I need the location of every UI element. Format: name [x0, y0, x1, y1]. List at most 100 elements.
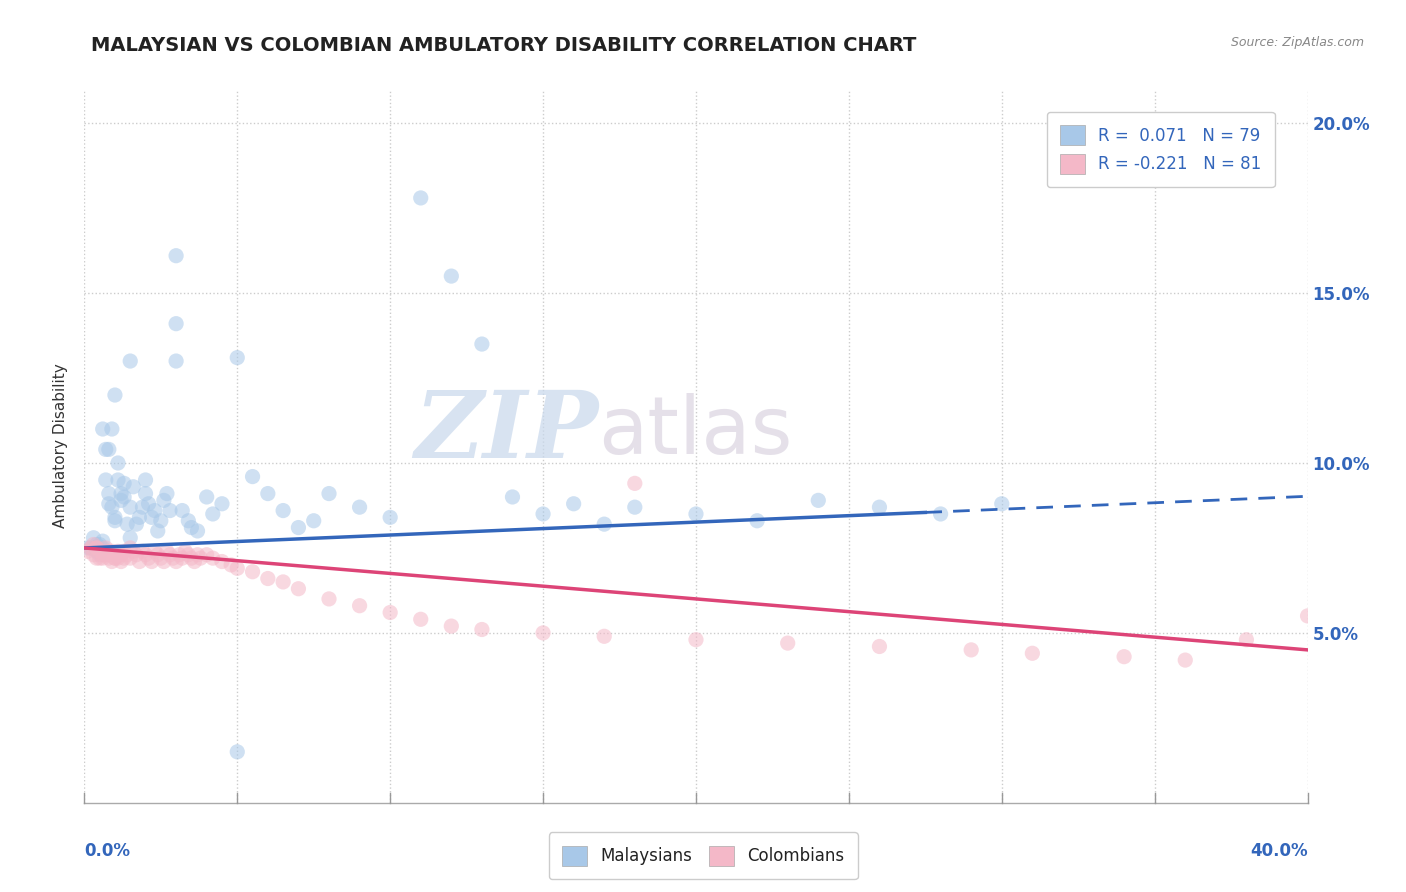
Point	[593, 629, 616, 643]
Point	[257, 572, 280, 586]
Point	[89, 551, 111, 566]
Point	[115, 548, 138, 562]
Text: Source: ZipAtlas.com: Source: ZipAtlas.com	[1230, 36, 1364, 49]
Point	[869, 500, 891, 515]
Point	[79, 541, 101, 555]
Point	[138, 551, 160, 566]
Point	[186, 524, 208, 538]
Point	[131, 544, 153, 558]
Point	[91, 541, 114, 555]
Point	[159, 548, 181, 562]
Point	[167, 548, 190, 562]
Point	[1021, 646, 1043, 660]
Point	[107, 456, 129, 470]
Point	[747, 514, 769, 528]
Point	[125, 517, 148, 532]
Point	[1114, 649, 1136, 664]
Point	[97, 548, 120, 562]
Point	[242, 565, 264, 579]
Point	[211, 555, 233, 569]
Point	[104, 388, 127, 402]
Point	[97, 442, 120, 457]
Point	[94, 541, 117, 555]
Point	[141, 555, 163, 569]
Point	[76, 544, 98, 558]
Point	[120, 531, 142, 545]
Point	[991, 497, 1014, 511]
Point	[349, 599, 371, 613]
Point	[153, 493, 176, 508]
Text: atlas: atlas	[598, 392, 793, 471]
Point	[110, 555, 132, 569]
Point	[149, 514, 172, 528]
Point	[101, 555, 124, 569]
Point	[180, 520, 202, 534]
Point	[112, 476, 135, 491]
Point	[86, 551, 108, 566]
Point	[776, 636, 799, 650]
Point	[104, 548, 127, 562]
Point	[101, 500, 124, 515]
Point	[165, 317, 187, 331]
Point	[380, 510, 402, 524]
Point	[219, 558, 242, 572]
Point	[128, 510, 150, 524]
Point	[76, 541, 98, 555]
Point	[120, 500, 142, 515]
Point	[201, 551, 224, 566]
Point	[440, 269, 463, 284]
Point	[685, 507, 707, 521]
Point	[531, 507, 554, 521]
Point	[177, 548, 200, 562]
Point	[271, 503, 294, 517]
Point	[107, 473, 129, 487]
Point	[128, 555, 150, 569]
Point	[112, 490, 135, 504]
Point	[471, 623, 494, 637]
Point	[138, 497, 160, 511]
Point	[112, 551, 135, 566]
Point	[302, 514, 325, 528]
Legend: Malaysians, Colombians: Malaysians, Colombians	[548, 832, 858, 880]
Point	[91, 534, 114, 549]
Text: 40.0%: 40.0%	[1250, 842, 1308, 860]
Point	[135, 486, 157, 500]
Point	[242, 469, 264, 483]
Point	[86, 541, 108, 555]
Point	[1296, 608, 1319, 623]
Point	[135, 548, 157, 562]
Point	[120, 541, 142, 555]
Text: 0.0%: 0.0%	[84, 842, 131, 860]
Point	[156, 544, 179, 558]
Point	[201, 507, 224, 521]
Point	[318, 591, 340, 606]
Point	[177, 514, 200, 528]
Point	[471, 337, 494, 351]
Text: MALAYSIAN VS COLOMBIAN AMBULATORY DISABILITY CORRELATION CHART: MALAYSIAN VS COLOMBIAN AMBULATORY DISABI…	[91, 36, 917, 54]
Point	[91, 544, 114, 558]
Point	[186, 548, 208, 562]
Point	[89, 548, 111, 562]
Point	[156, 486, 179, 500]
Point	[122, 480, 145, 494]
Point	[624, 500, 647, 515]
Point	[83, 541, 105, 555]
Point	[172, 551, 194, 566]
Point	[97, 551, 120, 566]
Point	[226, 745, 249, 759]
Point	[211, 497, 233, 511]
Point	[120, 551, 142, 566]
Point	[190, 551, 212, 566]
Point	[1236, 632, 1258, 647]
Point	[180, 551, 202, 566]
Point	[115, 517, 138, 532]
Point	[104, 514, 127, 528]
Point	[112, 544, 135, 558]
Point	[143, 544, 166, 558]
Point	[101, 422, 124, 436]
Point	[174, 544, 197, 558]
Point	[287, 582, 309, 596]
Point	[89, 544, 111, 558]
Point	[162, 551, 184, 566]
Point	[159, 503, 181, 517]
